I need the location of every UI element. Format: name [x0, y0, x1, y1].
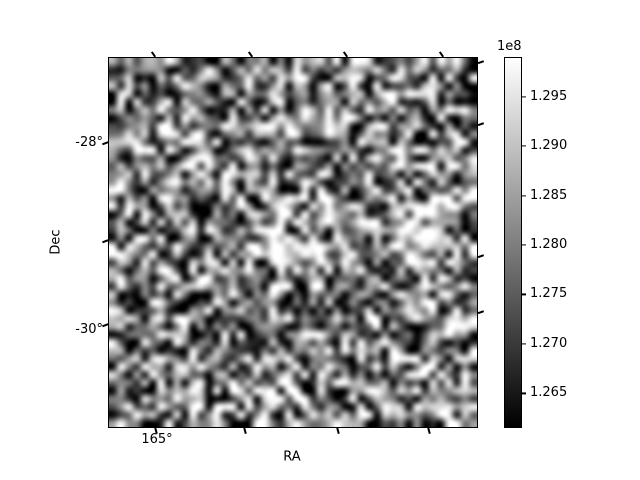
colorbar-tick — [522, 293, 526, 296]
axis-tick-right — [477, 60, 484, 64]
colorbar-tick-label: 1.275 — [530, 286, 568, 302]
x-tick-label: 165° — [141, 432, 173, 447]
axis-tick-bottom — [427, 427, 431, 434]
colorbar-offset-label: 1e8 — [497, 39, 522, 54]
colorbar-tick — [522, 194, 526, 197]
y-tick-label: -28° — [75, 134, 103, 150]
colorbar-tick-label: 1.265 — [530, 385, 568, 401]
sky-map-plot — [108, 57, 478, 428]
colorbar-tick-label: 1.280 — [530, 236, 568, 252]
colorbar-tick — [522, 145, 526, 147]
colorbar-tick — [522, 244, 526, 246]
heatmap-canvas — [109, 58, 477, 427]
axis-tick-right — [477, 310, 484, 314]
axis-tick-bottom — [243, 427, 247, 434]
colorbar-tick-label: 1.285 — [530, 187, 568, 203]
colorbar-tick — [522, 343, 526, 345]
colorbar-tick-label: 1.295 — [530, 88, 568, 104]
colorbar-tick — [522, 95, 526, 98]
y-axis-label: Dec — [48, 229, 64, 255]
axis-tick-bottom — [336, 427, 340, 434]
colorbar-tick-label: 1.270 — [530, 335, 568, 351]
axis-tick-right — [477, 122, 484, 126]
axis-tick-right — [477, 254, 484, 258]
colorbar-tick — [522, 392, 526, 394]
y-tick-label: -30° — [75, 321, 103, 337]
colorbar-tick-label: 1.290 — [530, 137, 568, 153]
colorbar — [504, 57, 522, 428]
x-axis-label: RA — [283, 449, 301, 465]
